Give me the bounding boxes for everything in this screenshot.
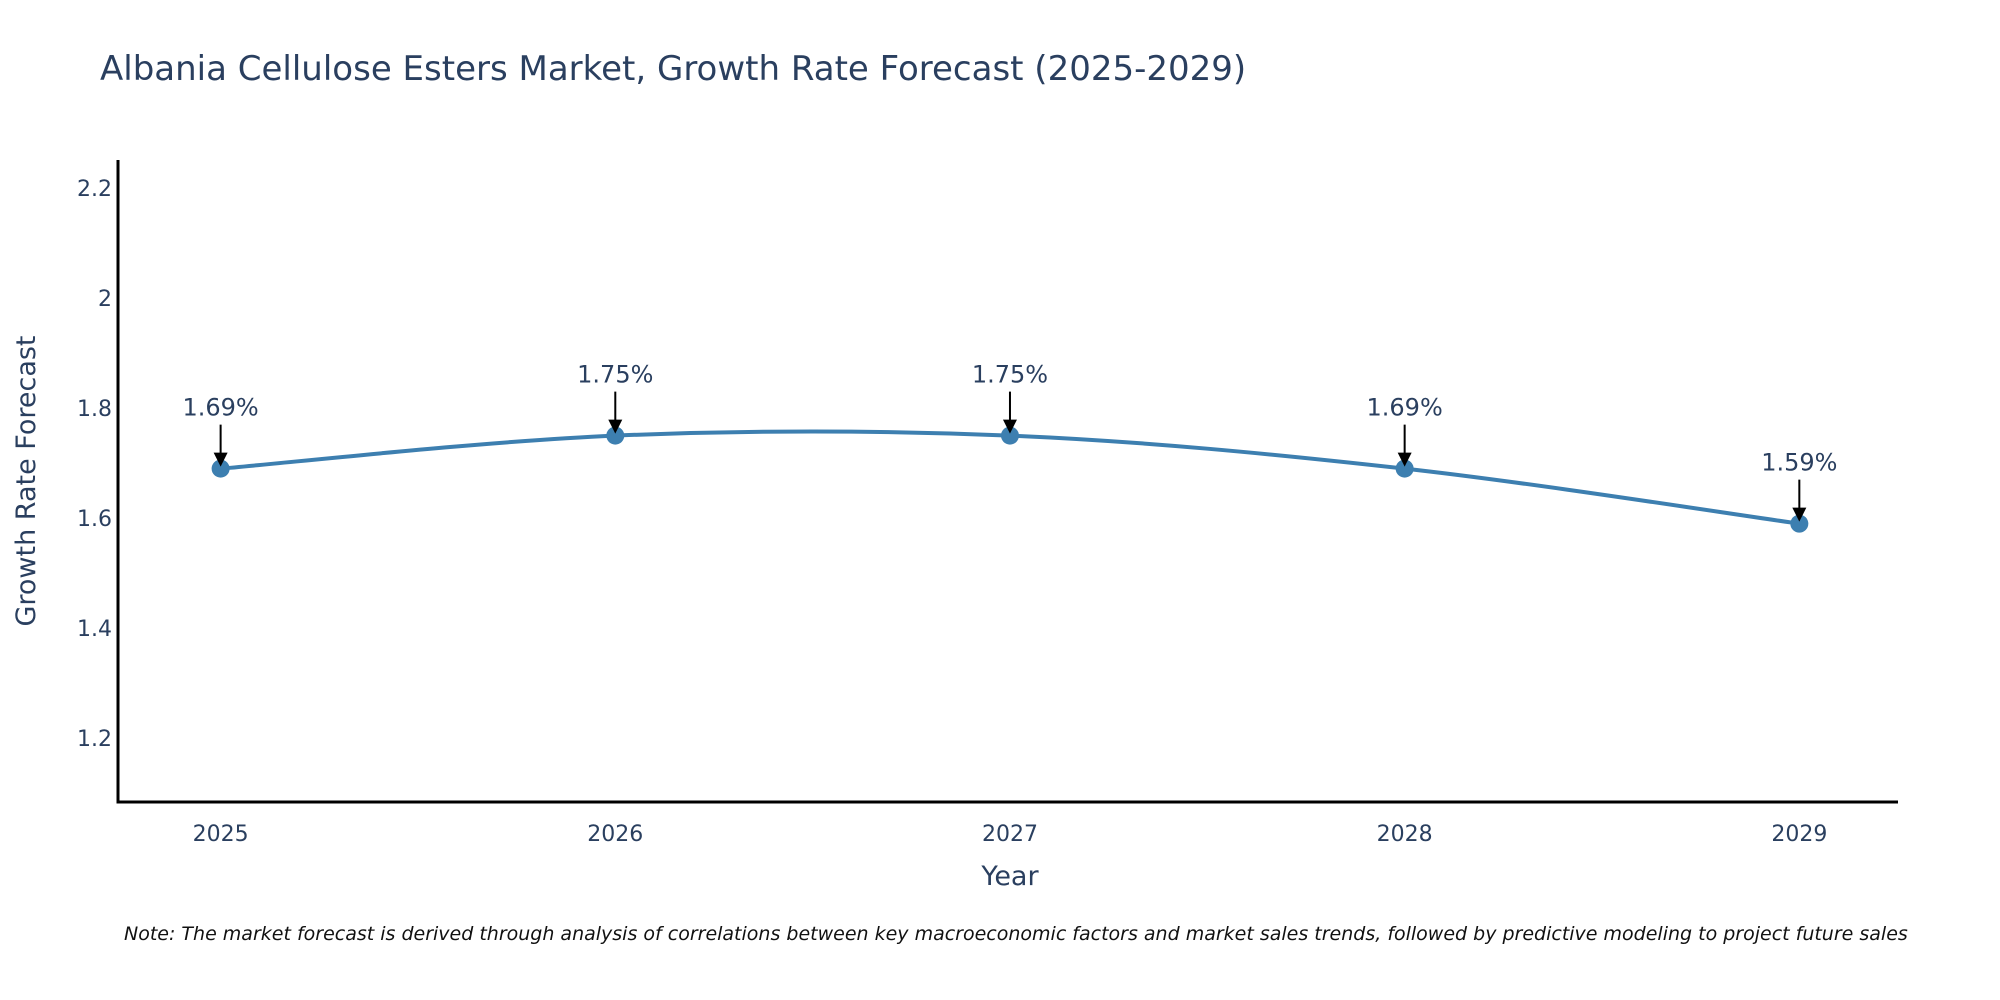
y-tick-label: 1.6 [77,507,112,532]
data-label: 1.75% [577,361,653,389]
x-tick-label: 2029 [1771,822,1827,847]
y-axis-title: Growth Rate Forecast [11,335,42,626]
data-annotations: 1.69% 1.75% 1.75% 1.69% 1.59% [182,361,1837,522]
x-axis-ticks: 2025 2026 2027 2028 2029 [193,822,1828,847]
x-tick-label: 2028 [1377,822,1433,847]
series-line [220,429,1800,526]
annotation-arrow-head [1002,419,1017,434]
y-tick-label: 1.2 [77,727,112,752]
x-tick-label: 2027 [982,822,1038,847]
series-growth-rate [211,426,1809,533]
data-point [211,459,230,478]
y-axis-ticks: 1.2 1.4 1.6 1.8 2 2.2 [77,177,112,752]
data-label: 1.59% [1761,449,1837,477]
annotation-arrow-head [608,419,623,434]
data-label: 1.69% [182,394,258,422]
annotation-arrow-head [213,452,228,467]
footnote: Note: The market forecast is derived thr… [124,923,1908,945]
data-point [1395,459,1414,478]
x-tick-label: 2025 [193,822,249,847]
x-axis-title: Year [980,861,1039,892]
data-label: 1.75% [972,361,1048,389]
y-tick-label: 1.4 [77,617,112,642]
data-label: 1.69% [1367,394,1443,422]
x-tick-label: 2026 [587,822,643,847]
chart-title: Albania Cellulose Esters Market, Growth … [100,49,1246,89]
annotation-arrow-head [1792,507,1807,522]
data-point [606,426,625,445]
y-tick-label: 1.8 [77,397,112,422]
y-tick-label: 2 [98,287,112,312]
y-tick-label: 2.2 [77,177,112,202]
data-point [1000,426,1019,445]
data-point [1790,514,1809,533]
annotation-arrow-head [1397,452,1412,467]
